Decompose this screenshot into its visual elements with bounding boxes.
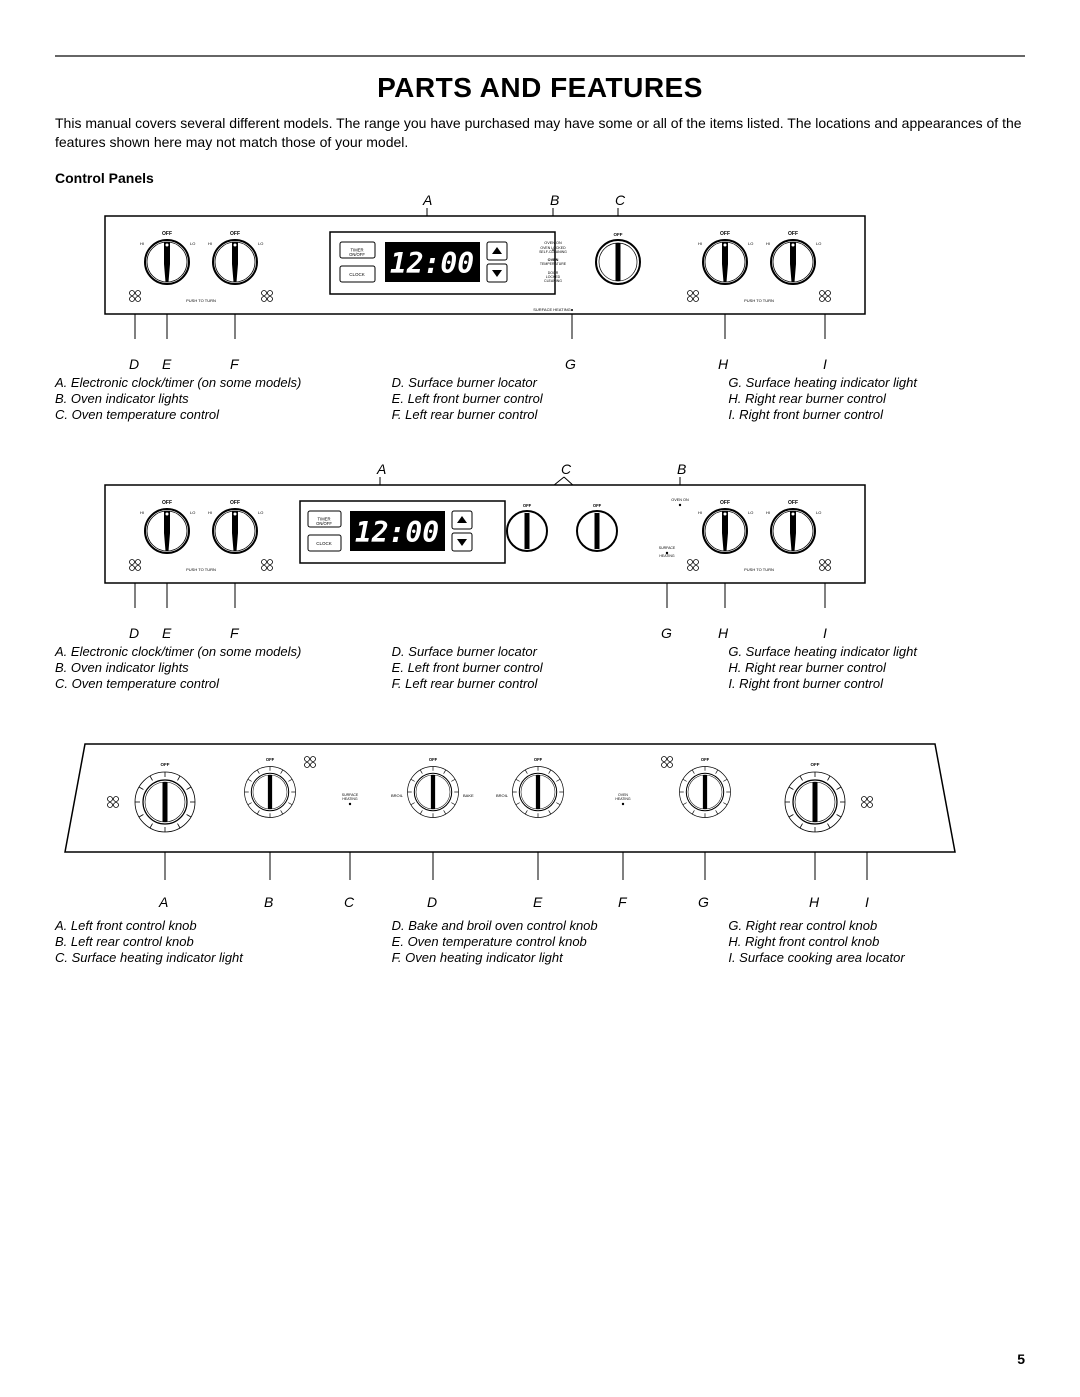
legend-item: F. Left rear burner control — [392, 407, 689, 422]
svg-text:BROIL: BROIL — [391, 793, 404, 798]
callout-E: E — [162, 625, 171, 641]
svg-text:ON/OFF: ON/OFF — [349, 252, 365, 257]
legend-item: E. Left front burner control — [392, 660, 689, 675]
callout-I: I — [823, 356, 827, 372]
panel3-legend: A. Left front control knob B. Left rear … — [55, 917, 1025, 966]
legend-item: A. Electronic clock/timer (on some model… — [55, 644, 352, 659]
callout-D: D — [129, 356, 139, 372]
svg-text:OFF: OFF — [266, 757, 275, 762]
svg-text:TEMPERATURE: TEMPERATURE — [540, 262, 567, 266]
legend-item: G. Surface heating indicator light — [728, 644, 1025, 659]
svg-text:CLOCK: CLOCK — [349, 272, 365, 277]
legend-item: H. Right rear burner control — [728, 660, 1025, 675]
callout-E: E — [162, 356, 171, 372]
svg-text:OFF: OFF — [593, 503, 602, 508]
legend-item: H. Right front control knob — [728, 934, 1025, 949]
legend-item: A. Electronic clock/timer (on some model… — [55, 375, 352, 390]
callout-C: C — [561, 461, 571, 477]
legend-item: C. Surface heating indicator light — [55, 950, 352, 965]
callout-I: I — [865, 894, 869, 910]
svg-text:OFF: OFF — [161, 762, 170, 767]
legend-item: C. Oven temperature control — [55, 407, 352, 422]
svg-text:OFF: OFF — [523, 503, 532, 508]
control-panel-3: OFF OFF OFFBROILBAKE OFFBROIL OFF OFF SU… — [55, 732, 1025, 966]
callout-D: D — [427, 894, 437, 910]
callout-F: F — [230, 356, 239, 372]
legend-item: G. Surface heating indicator light — [728, 375, 1025, 390]
legend-item: C. Oven temperature control — [55, 676, 352, 691]
legend-item: H. Right rear burner control — [728, 391, 1025, 406]
legend-item: B. Left rear control knob — [55, 934, 352, 949]
callout-B: B — [550, 192, 559, 208]
legend-item: B. Oven indicator lights — [55, 660, 352, 675]
callout-A: A — [159, 894, 168, 910]
svg-text:SURFACE: SURFACE — [659, 546, 676, 550]
top-rule — [55, 55, 1025, 57]
legend-item: E. Oven temperature control knob — [392, 934, 689, 949]
callout-A: A — [423, 192, 432, 208]
svg-text:OFF: OFF — [614, 232, 623, 237]
svg-text:CLOCK: CLOCK — [316, 541, 332, 546]
callout-B: B — [677, 461, 686, 477]
callout-H: H — [718, 625, 728, 641]
legend-item: F. Oven heating indicator light — [392, 950, 689, 965]
control-panel-1: A B C OFF HI LO — [55, 194, 1025, 423]
legend-item: E. Left front burner control — [392, 391, 689, 406]
svg-text:OFF: OFF — [701, 757, 710, 762]
panel3-drawing: OFF OFF OFFBROILBAKE OFFBROIL OFF OFF SU… — [55, 732, 965, 887]
control-panel-2: A C B PUSH TO TURN TIMER ON/OFF CLOCK 12… — [55, 463, 1025, 692]
callout-H: H — [809, 894, 819, 910]
callout-B: B — [264, 894, 273, 910]
svg-text:OVEN ON: OVEN ON — [544, 241, 562, 245]
panel1-drawing: OFF HI LO PUSH TO TURN TIMER ON/OFF — [55, 194, 915, 344]
svg-text:OFF: OFF — [534, 757, 543, 762]
svg-text:12:00: 12:00 — [355, 516, 439, 549]
svg-text:SURFACE HEATING: SURFACE HEATING — [533, 307, 571, 312]
legend-item: I. Surface cooking area locator — [728, 950, 1025, 965]
svg-text:OFF: OFF — [811, 762, 820, 767]
callout-G: G — [661, 625, 672, 641]
svg-text:CLEANING: CLEANING — [544, 279, 562, 283]
svg-text:PUSH TO TURN: PUSH TO TURN — [186, 567, 216, 572]
svg-text:HEATING: HEATING — [342, 797, 358, 801]
panel2-legend: A. Electronic clock/timer (on some model… — [55, 643, 1025, 692]
legend-item: I. Right front burner control — [728, 407, 1025, 422]
callout-A: A — [377, 461, 386, 477]
callout-H: H — [718, 356, 728, 372]
callout-F: F — [230, 625, 239, 641]
callout-I: I — [823, 625, 827, 641]
page-number: 5 — [1017, 1351, 1025, 1367]
callout-C: C — [615, 192, 625, 208]
callout-C: C — [344, 894, 354, 910]
callout-G: G — [565, 356, 576, 372]
legend-item: F. Left rear burner control — [392, 676, 689, 691]
callout-D: D — [129, 625, 139, 641]
legend-item: A. Left front control knob — [55, 918, 352, 933]
page-title: PARTS AND FEATURES — [55, 72, 1025, 104]
svg-text:PUSH TO TURN: PUSH TO TURN — [744, 298, 774, 303]
callout-G: G — [698, 894, 709, 910]
legend-item: D. Surface burner locator — [392, 644, 689, 659]
svg-text:HEATING: HEATING — [659, 554, 675, 558]
svg-text:OVEN ON: OVEN ON — [671, 498, 689, 502]
section-heading: Control Panels — [55, 170, 1025, 186]
svg-text:PUSH TO TURN: PUSH TO TURN — [186, 298, 216, 303]
svg-text:PUSH TO TURN: PUSH TO TURN — [744, 567, 774, 572]
callout-E: E — [533, 894, 542, 910]
svg-text:BROIL: BROIL — [496, 793, 509, 798]
panel1-legend: A. Electronic clock/timer (on some model… — [55, 374, 1025, 423]
intro-text: This manual covers several different mod… — [55, 114, 1025, 152]
svg-text:BAKE: BAKE — [463, 793, 474, 798]
legend-item: I. Right front burner control — [728, 676, 1025, 691]
legend-item: D. Bake and broil oven control knob — [392, 918, 689, 933]
panel2-drawing: PUSH TO TURN TIMER ON/OFF CLOCK 12:00 OF… — [55, 463, 915, 613]
legend-item: D. Surface burner locator — [392, 375, 689, 390]
legend-item: G. Right rear control knob — [728, 918, 1025, 933]
legend-item: B. Oven indicator lights — [55, 391, 352, 406]
svg-text:HEATING: HEATING — [615, 797, 631, 801]
svg-text:12:00: 12:00 — [390, 247, 474, 280]
svg-text:OFF: OFF — [429, 757, 438, 762]
callout-F: F — [618, 894, 627, 910]
svg-text:ON/OFF: ON/OFF — [316, 521, 332, 526]
